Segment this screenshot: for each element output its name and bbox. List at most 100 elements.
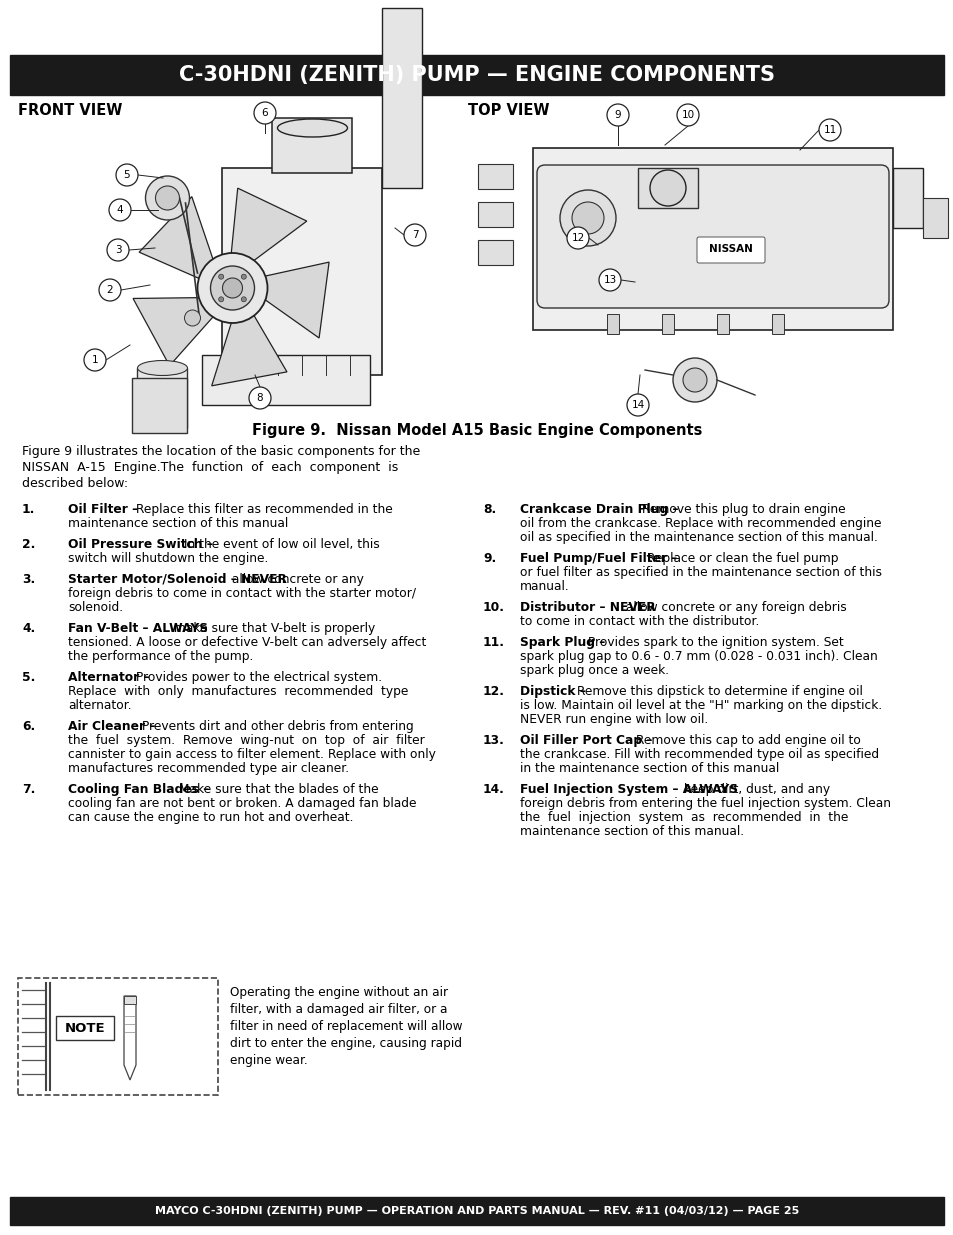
Text: to come in contact with the distributor.: to come in contact with the distributor. <box>519 615 759 629</box>
Bar <box>477 164 513 189</box>
Circle shape <box>566 227 588 249</box>
Text: 13: 13 <box>602 275 616 285</box>
Circle shape <box>155 186 179 210</box>
Bar <box>18 978 218 1095</box>
Text: Fan V-Belt – ALWAYS: Fan V-Belt – ALWAYS <box>68 622 208 635</box>
Text: Spark Plug –: Spark Plug – <box>519 636 604 650</box>
Text: 12: 12 <box>571 233 584 243</box>
Text: 2.: 2. <box>22 538 35 551</box>
Text: the performance of the pump.: the performance of the pump. <box>68 650 253 663</box>
Circle shape <box>197 253 267 324</box>
Circle shape <box>403 224 426 246</box>
Text: Figure 9 illustrates the location of the basic components for the: Figure 9 illustrates the location of the… <box>22 445 420 458</box>
Text: manual.: manual. <box>519 580 569 593</box>
Circle shape <box>241 296 246 301</box>
Circle shape <box>109 199 131 221</box>
Circle shape <box>598 269 620 291</box>
Bar <box>638 168 698 207</box>
Text: switch will shutdown the engine.: switch will shutdown the engine. <box>68 552 268 564</box>
Text: 6: 6 <box>261 107 268 119</box>
Text: 3: 3 <box>114 245 121 254</box>
Ellipse shape <box>137 361 188 375</box>
Text: spark plug once a week.: spark plug once a week. <box>519 664 668 677</box>
Text: Operating the engine without an air: Operating the engine without an air <box>230 986 448 999</box>
Text: alternator.: alternator. <box>68 699 132 713</box>
FancyBboxPatch shape <box>697 237 764 263</box>
Text: Replace  with  only  manufactures  recommended  type: Replace with only manufactures recommend… <box>68 685 408 698</box>
Text: engine wear.: engine wear. <box>230 1053 307 1067</box>
Circle shape <box>211 266 254 310</box>
Circle shape <box>116 164 138 186</box>
Circle shape <box>682 368 706 391</box>
Circle shape <box>146 177 190 220</box>
Circle shape <box>672 358 717 403</box>
Circle shape <box>626 394 648 416</box>
Bar <box>533 148 892 330</box>
Text: foreign debris to come in contact with the starter motor/: foreign debris to come in contact with t… <box>68 587 416 600</box>
Text: make sure that V-belt is properly: make sure that V-belt is properly <box>170 622 375 635</box>
Text: Remove this plug to drain engine: Remove this plug to drain engine <box>637 503 844 516</box>
Text: Cooling Fan Blades –: Cooling Fan Blades – <box>68 783 209 797</box>
Text: C-30HDNI (ZENITH) PUMP — ENGINE COMPONENTS: C-30HDNI (ZENITH) PUMP — ENGINE COMPONEN… <box>179 65 774 85</box>
Text: solenoid.: solenoid. <box>68 601 123 614</box>
Text: Replace this filter as recommended in the: Replace this filter as recommended in th… <box>132 503 393 516</box>
Text: 5: 5 <box>124 170 131 180</box>
Circle shape <box>218 296 223 301</box>
Bar <box>222 168 382 375</box>
Text: In the event of low oil level, this: In the event of low oil level, this <box>180 538 379 551</box>
Text: maintenance section of this manual: maintenance section of this manual <box>68 517 288 530</box>
Bar <box>137 368 188 429</box>
Circle shape <box>222 278 242 298</box>
Text: can cause the engine to run hot and overheat.: can cause the engine to run hot and over… <box>68 811 354 824</box>
Bar <box>477 203 513 227</box>
Text: 2: 2 <box>107 285 113 295</box>
Bar <box>10 1197 943 1225</box>
Text: 8: 8 <box>256 393 263 403</box>
Circle shape <box>253 103 275 124</box>
Text: filter in need of replacement will allow: filter in need of replacement will allow <box>230 1020 462 1032</box>
Text: Oil Filler Port Cap –: Oil Filler Port Cap – <box>519 734 652 747</box>
Text: Crankcase Drain Plug –: Crankcase Drain Plug – <box>519 503 678 516</box>
Text: 11.: 11. <box>482 636 504 650</box>
Text: 9: 9 <box>614 110 620 120</box>
Text: 6.: 6. <box>22 720 35 734</box>
Text: maintenance section of this manual.: maintenance section of this manual. <box>519 825 743 839</box>
Text: cannister to gain access to filter element. Replace with only: cannister to gain access to filter eleme… <box>68 748 436 761</box>
Text: the crankcase. Fill with recommended type oil as specified: the crankcase. Fill with recommended typ… <box>519 748 879 761</box>
Text: filter, with a damaged air filter, or a: filter, with a damaged air filter, or a <box>230 1003 447 1016</box>
Text: TOP VIEW: TOP VIEW <box>468 103 549 119</box>
Text: oil from the crankcase. Replace with recommended engine: oil from the crankcase. Replace with rec… <box>519 517 881 530</box>
Polygon shape <box>212 316 287 385</box>
Text: 13.: 13. <box>482 734 504 747</box>
Text: 8.: 8. <box>482 503 496 516</box>
Text: keep dirt, dust, and any: keep dirt, dust, and any <box>679 783 830 797</box>
Bar <box>382 7 422 188</box>
Text: Remove this dipstick to determine if engine oil: Remove this dipstick to determine if eng… <box>573 685 862 698</box>
Circle shape <box>559 190 616 246</box>
FancyBboxPatch shape <box>537 165 888 308</box>
Bar <box>10 56 943 95</box>
Text: Prevents dirt and other debris from entering: Prevents dirt and other debris from ente… <box>137 720 413 734</box>
Text: is low. Maintain oil level at the "H" marking on the dipstick.: is low. Maintain oil level at the "H" ma… <box>519 699 882 713</box>
Circle shape <box>218 274 223 279</box>
Text: allow concrete or any: allow concrete or any <box>229 573 364 585</box>
Polygon shape <box>265 262 329 338</box>
Polygon shape <box>231 188 307 261</box>
Text: 10: 10 <box>680 110 694 120</box>
Bar <box>661 314 673 333</box>
Text: 1.: 1. <box>22 503 35 516</box>
Bar <box>717 314 728 333</box>
Circle shape <box>84 350 106 370</box>
Text: 7.: 7. <box>22 783 35 797</box>
Text: Oil Filter –: Oil Filter – <box>68 503 138 516</box>
Text: the  fuel  system.  Remove  wing-nut  on  top  of  air  filter: the fuel system. Remove wing-nut on top … <box>68 734 424 747</box>
Text: Provides spark to the ignition system. Set: Provides spark to the ignition system. S… <box>583 636 843 650</box>
Text: manufactures recommended type air cleaner.: manufactures recommended type air cleane… <box>68 762 349 776</box>
Text: Make sure that the blades of the: Make sure that the blades of the <box>174 783 378 797</box>
Text: described below:: described below: <box>22 477 128 490</box>
Text: Oil Pressure Switch –: Oil Pressure Switch – <box>68 538 213 551</box>
Text: NISSAN  A-15  Engine.The  function  of  each  component  is: NISSAN A-15 Engine.The function of each … <box>22 461 397 474</box>
Text: Replace or clean the fuel pump: Replace or clean the fuel pump <box>642 552 838 564</box>
Circle shape <box>649 170 685 206</box>
Circle shape <box>249 387 271 409</box>
